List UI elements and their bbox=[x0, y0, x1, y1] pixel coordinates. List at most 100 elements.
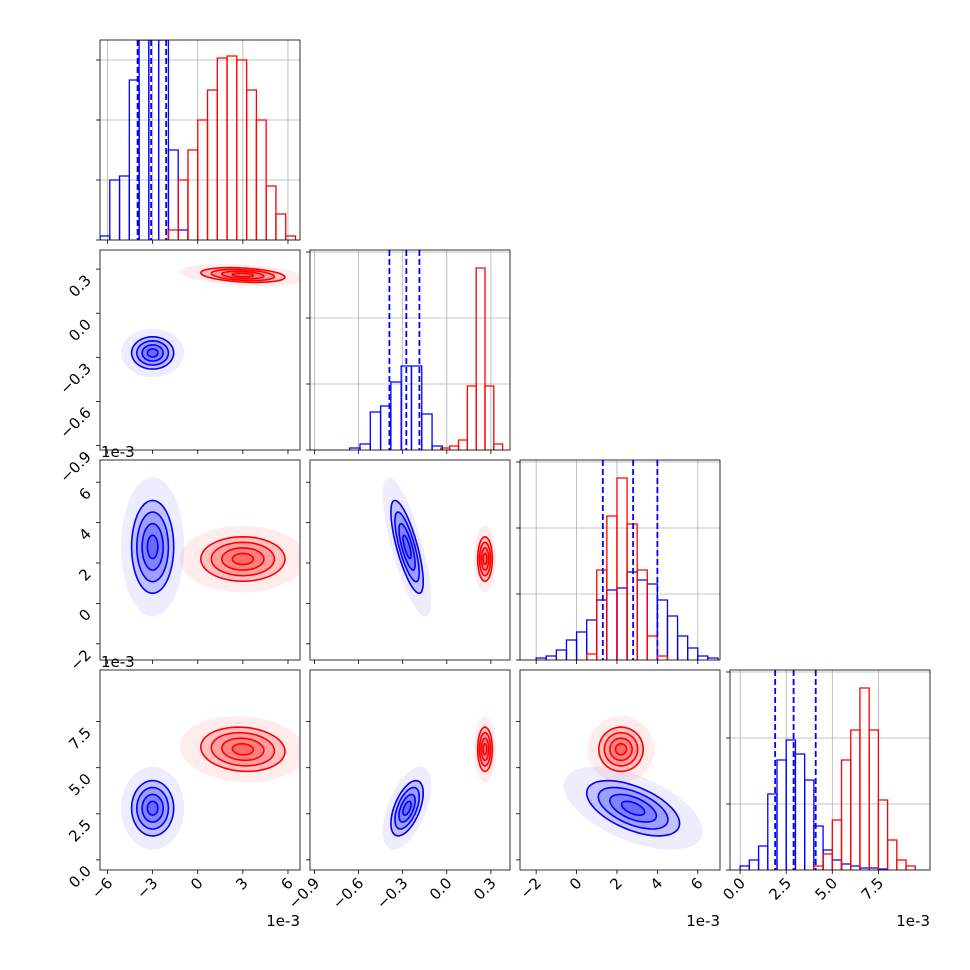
contour-fill bbox=[609, 738, 633, 761]
hist-bin bbox=[850, 865, 861, 870]
hist-bin bbox=[475, 267, 486, 450]
contour-fill bbox=[598, 727, 644, 772]
x-offset-text: 1e-3 bbox=[686, 912, 720, 930]
panel-frame bbox=[309, 459, 511, 661]
hist-bin bbox=[877, 799, 889, 870]
x-tick-label: −0.3 bbox=[373, 874, 411, 912]
scatter-cloud bbox=[382, 477, 432, 617]
contour-line bbox=[478, 541, 492, 577]
x-tick-label: 3 bbox=[232, 874, 251, 893]
y-tick-label: −2 bbox=[66, 646, 94, 674]
histogram bbox=[535, 460, 719, 660]
hist-bin bbox=[804, 779, 815, 870]
hist-bin bbox=[285, 235, 297, 240]
hist-bin bbox=[265, 185, 277, 240]
contour-fill bbox=[232, 743, 254, 755]
hist-bin bbox=[493, 443, 504, 450]
hist-bin bbox=[545, 655, 558, 660]
hist-bin bbox=[216, 57, 228, 240]
y-tick-label: 2 bbox=[75, 565, 94, 584]
contour-line bbox=[130, 499, 175, 595]
hist-bin bbox=[390, 381, 402, 450]
hist-bin bbox=[565, 639, 578, 660]
x-tick-label: 0 bbox=[187, 874, 206, 893]
panel-frame bbox=[729, 669, 931, 871]
scatter-cloud bbox=[121, 477, 185, 617]
hist-bin bbox=[646, 583, 659, 660]
contour-line bbox=[146, 800, 159, 817]
contour-panel bbox=[121, 716, 300, 850]
contour-line bbox=[220, 270, 265, 280]
panel-frame bbox=[519, 669, 721, 871]
hist-bin bbox=[596, 569, 608, 660]
hist-bin bbox=[596, 599, 608, 660]
hist-bin bbox=[359, 443, 371, 450]
hist-bin bbox=[896, 859, 907, 870]
hist-bin bbox=[636, 579, 648, 660]
y-tick-label: 6 bbox=[75, 484, 94, 503]
contour-fill bbox=[131, 500, 174, 594]
contour-fill bbox=[390, 780, 424, 836]
contour-fill bbox=[142, 794, 164, 823]
x-tick-label: −2 bbox=[517, 874, 545, 902]
hist-bin bbox=[656, 655, 669, 660]
hist-bin bbox=[369, 411, 382, 450]
hist-bin bbox=[757, 845, 769, 870]
hist-bin bbox=[575, 631, 588, 660]
hist-bin bbox=[177, 229, 189, 240]
hist-bin bbox=[616, 587, 628, 660]
contour-line bbox=[476, 726, 494, 773]
hist-bin bbox=[676, 635, 689, 660]
x-tick-label: −0.9 bbox=[285, 874, 323, 912]
contour-fill bbox=[232, 553, 254, 565]
contour-fill bbox=[403, 535, 412, 559]
contour-line bbox=[402, 534, 412, 560]
hist-bin bbox=[840, 759, 852, 870]
y-offset-text: 1e-3 bbox=[101, 443, 135, 461]
x-offset-text: 1e-3 bbox=[266, 912, 300, 930]
contour-line bbox=[482, 742, 488, 756]
y-tick-label: 0 bbox=[75, 606, 94, 625]
scatter-cloud bbox=[563, 766, 703, 850]
contour-fill bbox=[399, 794, 416, 823]
hist-bin bbox=[850, 729, 861, 870]
hist-bin bbox=[245, 89, 258, 240]
histogram bbox=[739, 670, 916, 870]
contour-line bbox=[398, 793, 416, 823]
hist-bin bbox=[109, 179, 121, 240]
scatter-cloud bbox=[382, 766, 432, 850]
scatter-cloud bbox=[587, 716, 655, 783]
contour-line bbox=[390, 779, 424, 837]
contour-fill bbox=[221, 547, 264, 571]
contour-line bbox=[390, 499, 424, 595]
contour-fill bbox=[136, 512, 169, 582]
contour-line bbox=[199, 266, 286, 284]
contour-line bbox=[210, 731, 276, 767]
hist-bin bbox=[636, 569, 648, 660]
hist-bin bbox=[687, 647, 699, 660]
panel-frame bbox=[99, 669, 301, 871]
hist-bin bbox=[813, 825, 824, 870]
contour-fill bbox=[481, 547, 489, 571]
contour-line bbox=[482, 552, 488, 566]
contour-line bbox=[476, 535, 494, 583]
contour-fill bbox=[221, 738, 264, 761]
contour-line bbox=[609, 737, 633, 762]
contour-line bbox=[620, 800, 646, 817]
contour-line bbox=[478, 731, 492, 767]
contour-fill bbox=[211, 542, 275, 576]
hist-bin bbox=[794, 753, 806, 870]
contour-line bbox=[394, 511, 421, 583]
hist-bin bbox=[226, 55, 238, 240]
hist-bin bbox=[157, 40, 170, 240]
contour-panel bbox=[382, 477, 496, 617]
panel-frame bbox=[99, 249, 301, 451]
contour-fill bbox=[390, 500, 424, 594]
hist-bin bbox=[167, 229, 179, 240]
contour-line bbox=[141, 344, 165, 362]
contour-fill bbox=[609, 794, 657, 823]
hist-bin bbox=[656, 599, 669, 660]
contour-line bbox=[585, 779, 681, 837]
contour-panel bbox=[121, 477, 300, 617]
